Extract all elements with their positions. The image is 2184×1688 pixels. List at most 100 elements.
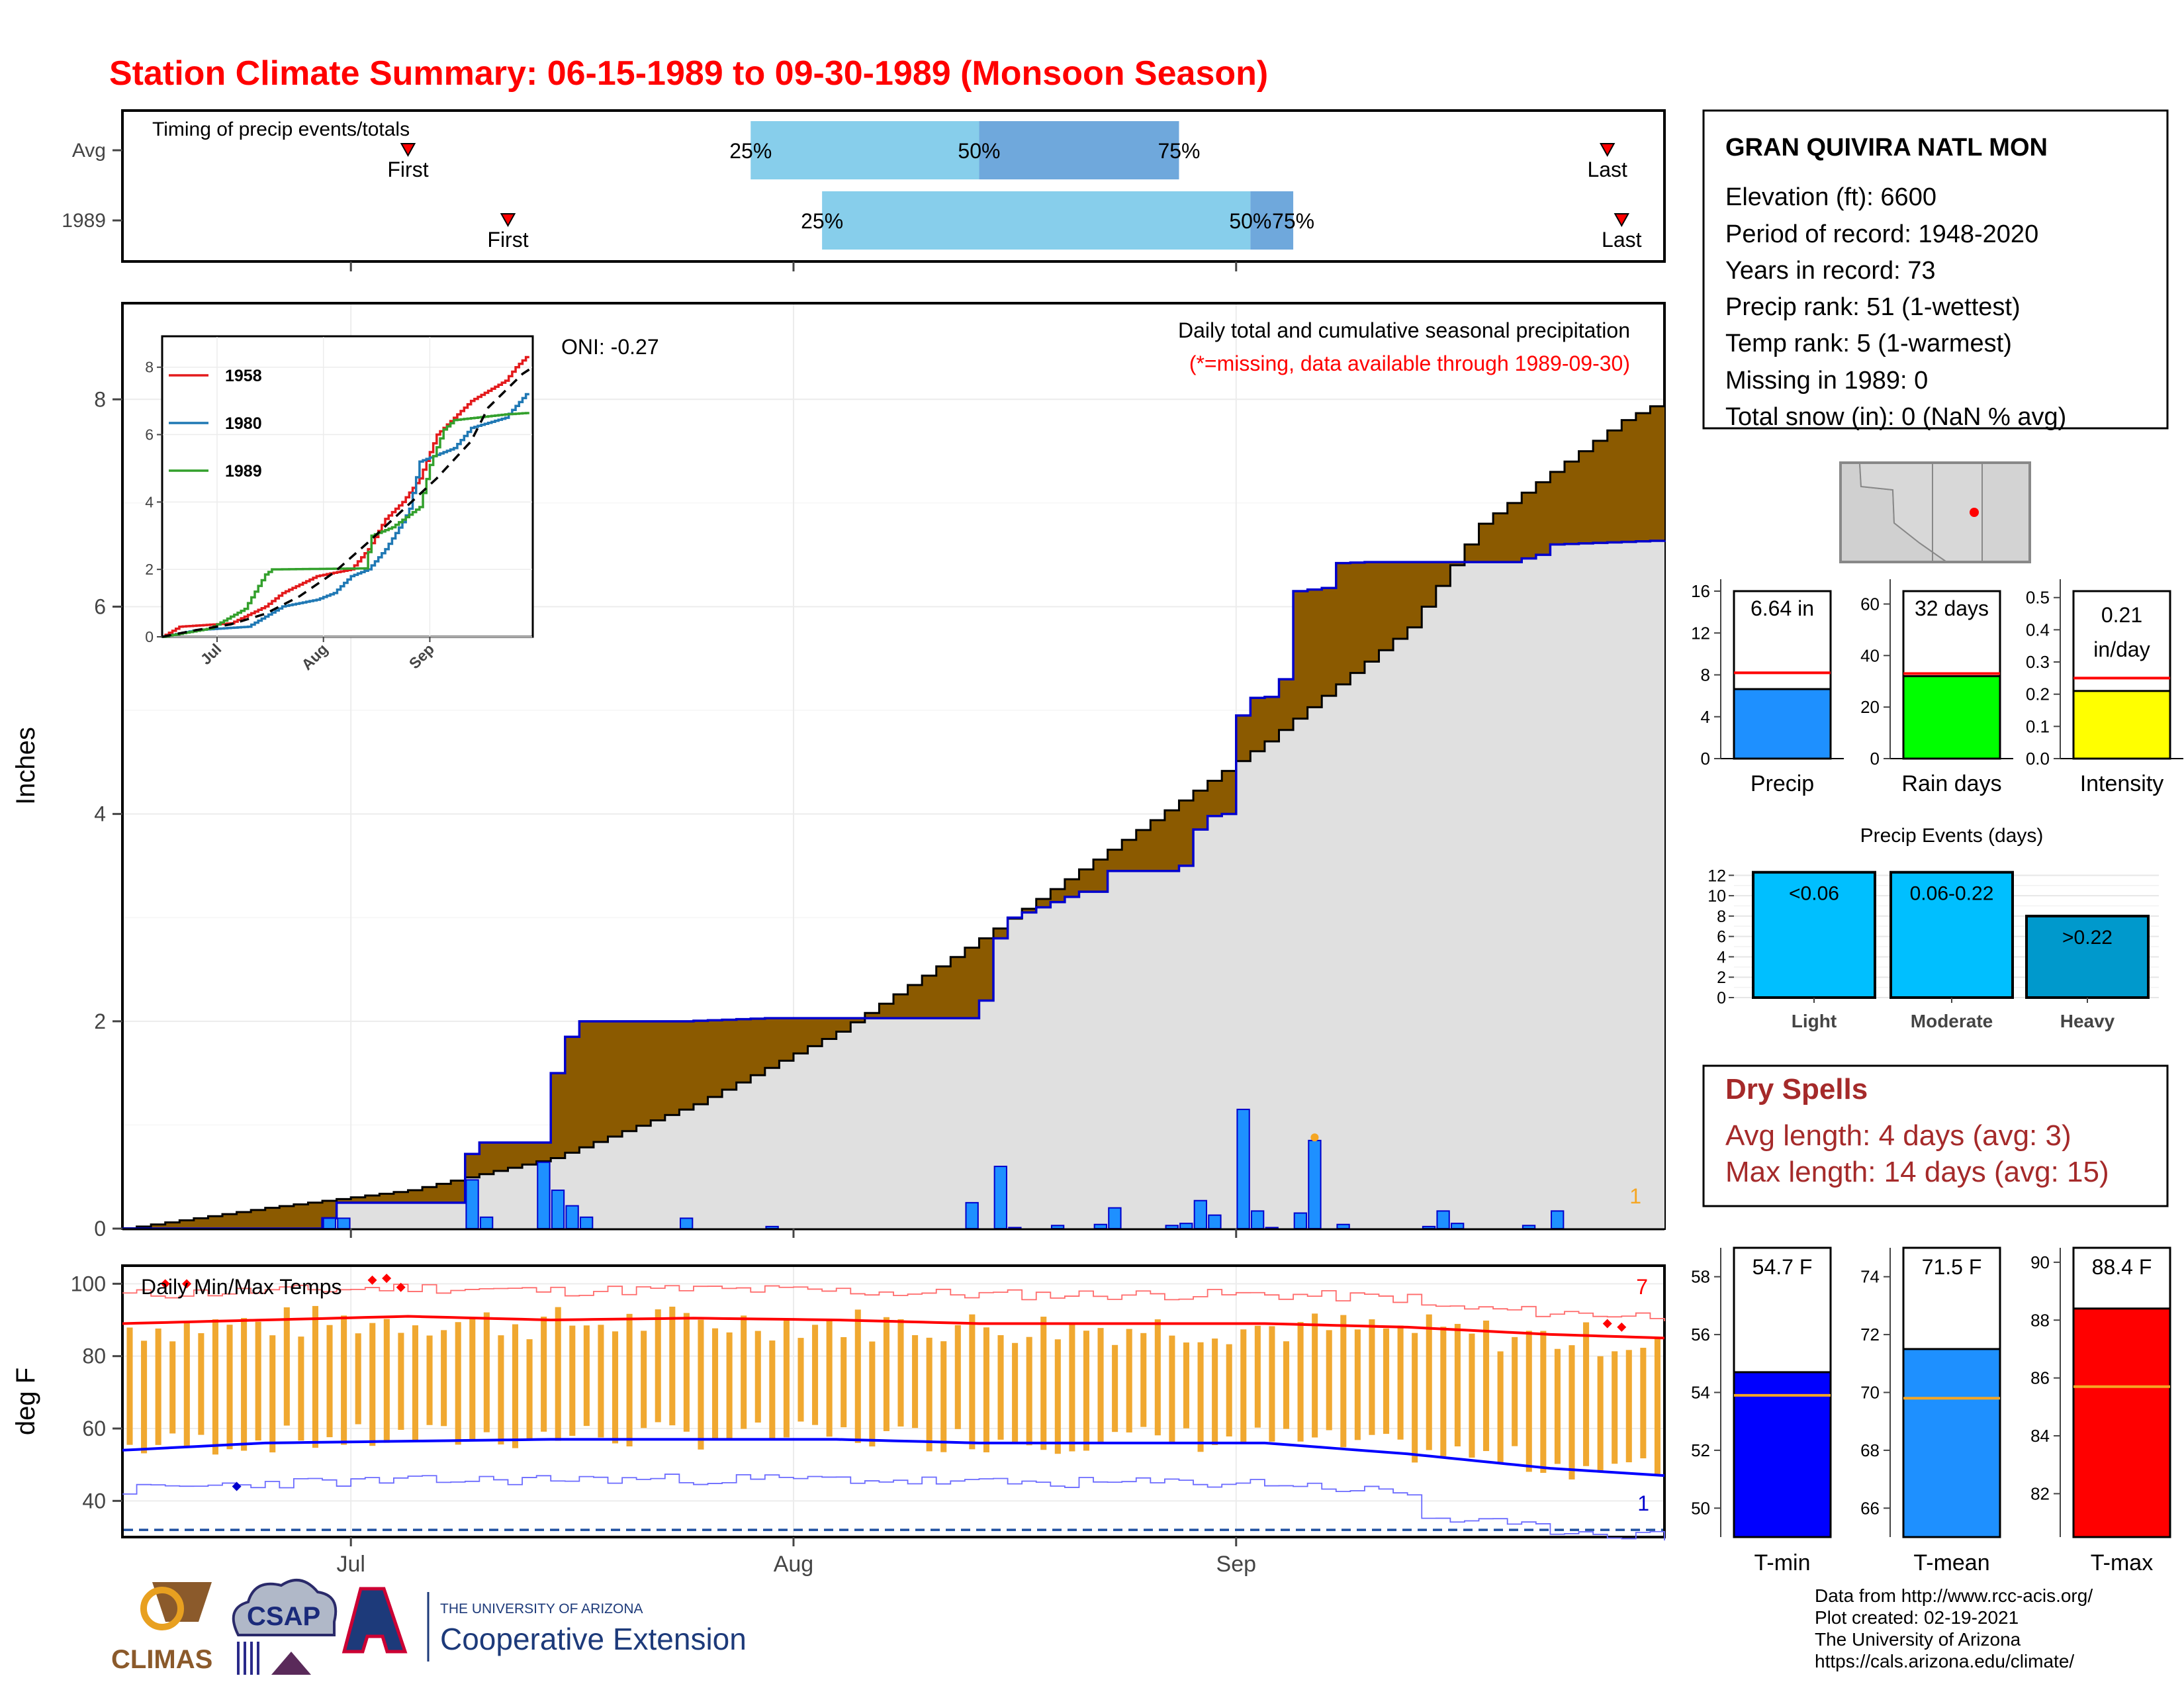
- timing-marker: [500, 213, 516, 228]
- daily-temp-bar: [812, 1325, 819, 1425]
- timing-last-label: Last: [1587, 158, 1627, 181]
- summary-ytick-label: 0.3: [2026, 652, 2050, 672]
- summary-bar-0: [1733, 688, 1832, 760]
- events-title: Precip Events (days): [1860, 825, 2044, 847]
- record-high-marker: [1617, 1322, 1627, 1332]
- inset-ytick-label: 2: [145, 561, 154, 578]
- daily-temp-bar: [269, 1335, 276, 1453]
- daily-temp-bar: [312, 1305, 318, 1448]
- daily-temp-bar: [1512, 1336, 1518, 1446]
- inset-ytick-label: 8: [145, 359, 154, 376]
- daily-temp-bar: [1154, 1319, 1161, 1436]
- daily-temp-bar: [1040, 1317, 1047, 1450]
- daily-temp-bar: [1183, 1342, 1190, 1429]
- record-high-marker: [1602, 1319, 1612, 1329]
- inset-series-1958: [162, 355, 529, 638]
- daily-temp-bar: [969, 1314, 976, 1450]
- timing-q75-label: 75%: [1272, 209, 1314, 233]
- precip-ytick-label: 4: [94, 802, 106, 826]
- precip-ytick-label: 8: [94, 387, 106, 411]
- timing-marker: [1614, 213, 1629, 228]
- daily-temp-bar: [1454, 1323, 1461, 1447]
- footer-line: The University of Arizona: [1815, 1629, 2021, 1650]
- tempbar-label-tmin: 54.7 F: [1752, 1255, 1813, 1279]
- record-high-count: 7: [1636, 1275, 1648, 1299]
- daily-temp-bar: [1654, 1337, 1661, 1474]
- daily-temp-bar: [555, 1307, 561, 1441]
- daily-temp-bar: [669, 1306, 676, 1426]
- daily-precip-bar: [1050, 1225, 1065, 1229]
- precip-events-chart: 0 2 46 8 10 12 <0.06 Light 0.06-0.22 Moderate >0.2…: [1707, 867, 2159, 1031]
- daily-temp-bar: [441, 1330, 447, 1427]
- average-min-temp-line: [122, 1438, 1665, 1477]
- daily-precip-bar: [1336, 1223, 1350, 1229]
- record-high-marker: [160, 1279, 170, 1289]
- timing-q25-label: 25%: [801, 209, 843, 233]
- tempbar-ytick-label: 70: [1860, 1383, 1880, 1403]
- tempbar-name-tmax: T-max: [2091, 1550, 2153, 1575]
- daily-temp-bar: [1226, 1344, 1232, 1437]
- precip-note-missing: (*=missing, data available through 1989-…: [1189, 352, 1630, 375]
- daily-temp-bar: [1369, 1319, 1375, 1435]
- daily-temp-bar: [1097, 1328, 1104, 1442]
- record-high-line: [122, 1284, 1665, 1322]
- climas-logo-text: CLIMAS: [111, 1645, 212, 1674]
- daily-temp-bar: [1326, 1330, 1332, 1430]
- oni-label: ONI: -0.27: [561, 335, 659, 359]
- precip-ytick-label: 6: [94, 594, 106, 618]
- inset-ytick-label: 6: [145, 426, 154, 444]
- csap-logo: CSAP: [232, 1579, 338, 1675]
- timing-bar-q25-q50: [822, 191, 1251, 250]
- inset-legend-label: 1989: [225, 462, 262, 481]
- inset-ytick-label: 0: [145, 628, 154, 645]
- daily-temp-bar: [355, 1333, 361, 1425]
- daily-temp-bar: [1054, 1339, 1061, 1454]
- temp-ytick-label: 100: [71, 1272, 106, 1295]
- station-name: GRAN QUIVIRA NATL MON: [1725, 134, 2048, 162]
- daily-temp-bar: [1083, 1331, 1089, 1451]
- events-ytick-label: 6: [1717, 928, 1726, 947]
- daily-temp-bar: [1597, 1356, 1604, 1471]
- summary-label-raindays: 32 days: [1915, 596, 1989, 620]
- events-ytick-label: 10: [1707, 887, 1726, 906]
- daily-temp-bar: [698, 1319, 704, 1450]
- ua-small-text: THE UNIVERSITY OF ARIZONA: [440, 1601, 643, 1617]
- tempbar-name-tmin: T-min: [1754, 1550, 1811, 1575]
- daily-temp-bar: [1254, 1325, 1261, 1428]
- daily-temp-bar: [854, 1309, 861, 1443]
- summary-ytick-label: 0.0: [2026, 749, 2050, 769]
- daily-temp-bar: [1012, 1342, 1019, 1444]
- daily-temp-bar: [997, 1335, 1004, 1440]
- events-category-label: Light: [1792, 1011, 1837, 1031]
- timing-row-label: 1989: [62, 210, 106, 232]
- daily-temp-bar: [326, 1325, 333, 1438]
- temperature-panel: 40 60 80 100: [71, 1264, 1666, 1541]
- tempbar-ytick-label: 88: [2030, 1310, 2050, 1330]
- average-cumulative-area: [122, 399, 1664, 1229]
- daily-temp-bar: [897, 1319, 904, 1427]
- daily-temp-bar: [1169, 1335, 1175, 1444]
- inset-series-1980: [162, 393, 529, 638]
- tempbar-ytick-label: 50: [1691, 1498, 1710, 1518]
- daily-temp-bar: [412, 1325, 419, 1442]
- dry-spells-max: Max length: 14 days (avg: 15): [1725, 1156, 2109, 1188]
- daily-precip-bar: [1436, 1210, 1450, 1229]
- station-line: Total snow (in): 0 (NaN % avg): [1725, 403, 2066, 431]
- daily-precip-bar: [1108, 1207, 1122, 1229]
- inset-series-1989: [162, 412, 529, 638]
- events-bar-heavy: [2025, 914, 2150, 999]
- precip-note-title: Daily total and cumulative seasonal prec…: [1178, 318, 1630, 342]
- daily-temp-bar: [283, 1307, 290, 1426]
- temp-ytick-label: 80: [82, 1344, 106, 1368]
- summary-ytick-label: 16: [1691, 581, 1710, 601]
- daily-temp-bar: [469, 1317, 476, 1440]
- temp-label: Daily Min/Max Temps: [141, 1275, 341, 1299]
- daily-temp-bar: [455, 1322, 461, 1445]
- daily-temp-bar: [1483, 1320, 1490, 1452]
- record-high-marker: [382, 1274, 392, 1284]
- timing-bar-q25-q50: [751, 121, 979, 179]
- tempbar-ytick-label: 90: [2030, 1252, 2050, 1272]
- average-max-temp-line: [122, 1315, 1665, 1340]
- record-high-marker: [367, 1275, 377, 1285]
- timing-first-label: First: [387, 158, 428, 181]
